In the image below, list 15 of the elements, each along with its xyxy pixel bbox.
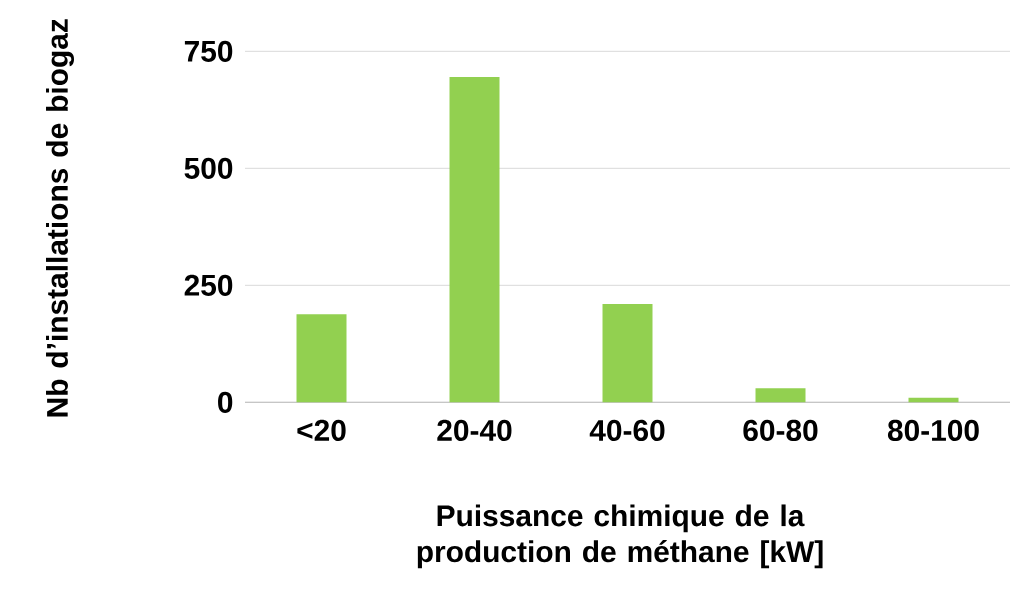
x-axis-title: Puissance chimique de la production de méthane [kW] bbox=[417, 504, 823, 569]
y-tick-label: 0 bbox=[218, 391, 233, 413]
bar bbox=[602, 303, 653, 403]
y-tick-label: 500 bbox=[184, 157, 233, 179]
y-tick-label: 250 bbox=[184, 274, 233, 296]
x-tick-label: 40-60 bbox=[589, 419, 665, 441]
x-tick-label: 60-80 bbox=[743, 419, 818, 441]
x-tick-label: 20-40 bbox=[437, 419, 512, 441]
bar bbox=[296, 314, 347, 403]
x-tick-label: 80-100 bbox=[887, 419, 979, 441]
x-tick-label: <20 bbox=[297, 419, 346, 441]
bar bbox=[449, 76, 500, 403]
y-tick-label: 750 bbox=[184, 40, 233, 62]
bar bbox=[755, 388, 806, 403]
y-axis-title: Nb d’installations de biogaz bbox=[46, 19, 74, 417]
